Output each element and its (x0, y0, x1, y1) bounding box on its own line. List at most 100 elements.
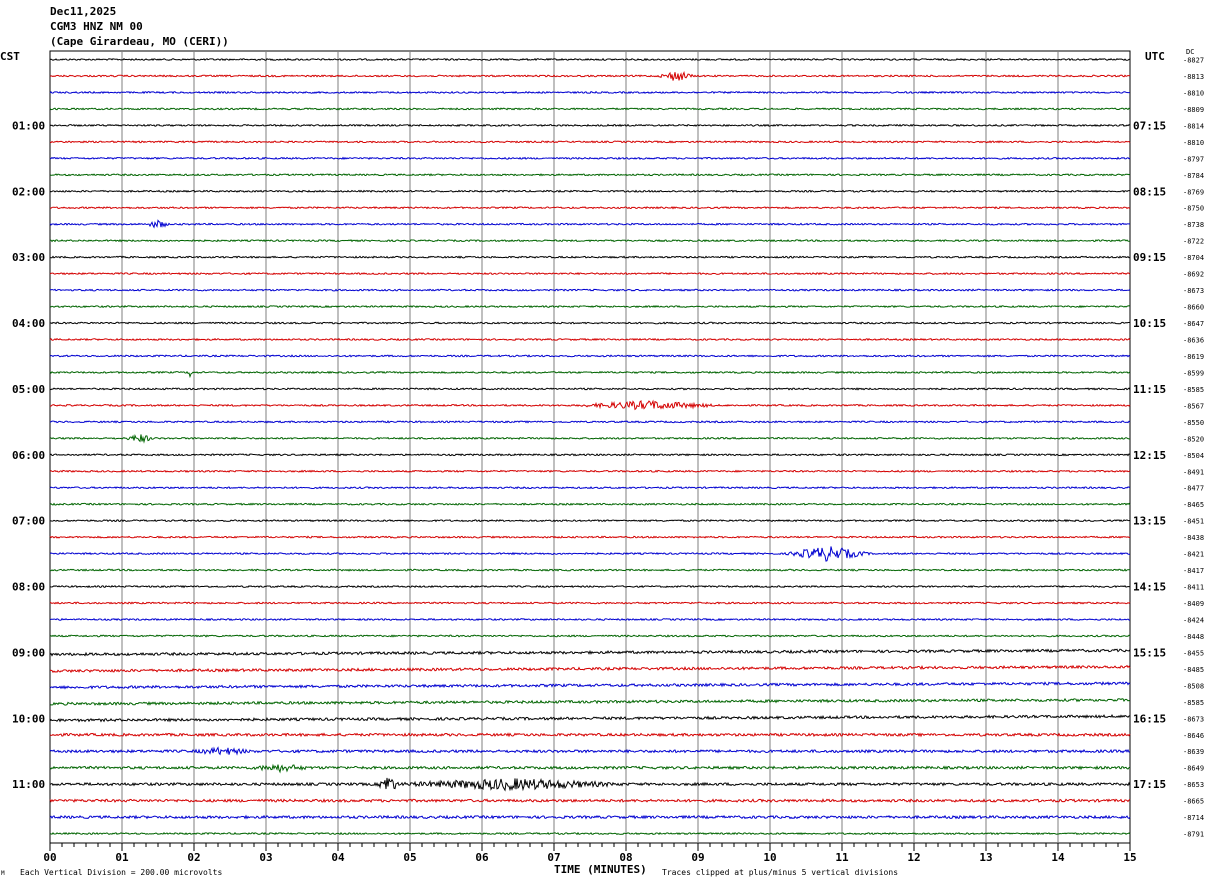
x-tick-label: 03 (259, 851, 272, 864)
trace-line (49, 648, 1131, 657)
trace-line (49, 272, 1131, 276)
utc-hour-label: 07:15 (1133, 119, 1166, 132)
dc-offset-label: -8585 (1183, 386, 1204, 394)
dc-offset-label: -8665 (1183, 798, 1204, 806)
trace-line (49, 681, 1131, 690)
utc-hour-label: 17:15 (1133, 778, 1166, 791)
dc-offset-label: -8550 (1183, 419, 1204, 427)
cst-hour-label: 02:00 (12, 185, 45, 198)
utc-hour-label: 10:15 (1133, 317, 1166, 330)
dc-offset-label: -8673 (1183, 287, 1204, 295)
cst-hour-label: 11:00 (12, 778, 45, 791)
utc-label: UTC (1145, 50, 1165, 63)
dc-offset-label: -8704 (1183, 254, 1204, 262)
x-axis-title: TIME (MINUTES) (554, 863, 647, 876)
trace-line (49, 518, 1131, 523)
trace-line (49, 239, 1131, 243)
trace-line (49, 255, 1131, 259)
dc-offset-label: -8424 (1183, 616, 1204, 624)
dc-offset-label: -8750 (1183, 205, 1204, 213)
trace-line (49, 502, 1131, 506)
dc-offset-label: -8508 (1183, 682, 1204, 690)
dc-offset-label: -8809 (1183, 106, 1204, 114)
clip-note: Traces clipped at plus/minus 5 vertical … (662, 868, 899, 877)
trace-line (49, 399, 1131, 411)
trace-line (49, 453, 1131, 457)
trace-line (49, 387, 1131, 391)
x-tick-label: 01 (115, 851, 129, 864)
cst-hour-label: 03:00 (12, 251, 45, 264)
utc-hour-label: 13:15 (1133, 515, 1166, 528)
trace-line (49, 732, 1131, 738)
utc-hour-label: 16:15 (1133, 712, 1166, 725)
dc-offset-label: -8421 (1183, 551, 1204, 559)
trace-line (49, 189, 1131, 193)
dc-offset-label: -8814 (1183, 122, 1204, 130)
trace-line (49, 140, 1131, 144)
dc-offset-label: -8520 (1183, 435, 1204, 443)
cst-hour-label: 07:00 (12, 515, 45, 528)
dc-offset-label: -8619 (1183, 353, 1204, 361)
dc-offset-label: -8769 (1183, 188, 1204, 196)
utc-hour-label: 15:15 (1133, 646, 1166, 659)
trace-line (49, 420, 1131, 424)
trace-line (49, 486, 1131, 490)
x-tick-label: 09 (691, 851, 704, 864)
dc-offset-label: -8567 (1183, 402, 1204, 410)
dc-offset-label: -8409 (1183, 600, 1204, 608)
dc-offset-label: -8791 (1183, 831, 1204, 839)
trace-line (49, 798, 1131, 804)
trace-line (49, 206, 1131, 210)
dc-offset-label: -8827 (1183, 57, 1204, 65)
dc-offset-label: -8451 (1183, 518, 1204, 526)
trace-line (49, 746, 1131, 756)
trace-line (49, 713, 1131, 723)
dc-offset-label: -8585 (1183, 699, 1204, 707)
cst-hour-label: 09:00 (12, 646, 45, 659)
dc-offset-label: -8411 (1183, 584, 1204, 592)
cst-hour-label: 05:00 (12, 383, 45, 396)
trace-line (49, 777, 1131, 792)
cst-hour-label: 08:00 (12, 581, 45, 594)
trace-line (49, 664, 1131, 674)
dc-offset-label: -8784 (1183, 172, 1204, 180)
trace-line (49, 469, 1131, 473)
dc-offset-label: -8738 (1183, 221, 1204, 229)
x-tick-label: 11 (835, 851, 849, 864)
x-tick-label: 10 (763, 851, 776, 864)
utc-hour-label: 08:15 (1133, 185, 1166, 198)
trace-line (49, 70, 1131, 81)
dc-offset-label: -8417 (1183, 567, 1204, 575)
corner-mark: M (1, 870, 5, 877)
dc-offset-label: -8649 (1183, 765, 1204, 773)
dc-offset-label: -8813 (1183, 73, 1204, 81)
trace-line (49, 173, 1131, 177)
utc-hour-label: 12:15 (1133, 449, 1166, 462)
trace-line (49, 219, 1131, 229)
trace-line (49, 337, 1131, 342)
cst-label: CST (0, 50, 20, 63)
scale-note: Each Vertical Division = 200.00 microvol… (20, 868, 223, 877)
x-tick-label: 02 (187, 851, 200, 864)
x-tick-label: 05 (403, 851, 416, 864)
dc-offset-label: -8722 (1183, 238, 1204, 246)
trace-line (49, 304, 1131, 309)
dc-offset-label: -8646 (1183, 732, 1204, 740)
trace-line (49, 288, 1131, 292)
dc-offset-label: -8810 (1183, 89, 1204, 97)
cst-hour-label: 10:00 (12, 712, 45, 725)
cst-hour-label: 06:00 (12, 449, 45, 462)
trace-line (49, 57, 1131, 62)
dc-offset-label: -8455 (1183, 649, 1204, 657)
trace-line (49, 107, 1131, 111)
dc-offset-label: -8660 (1183, 304, 1204, 312)
cst-hour-label: 04:00 (12, 317, 45, 330)
trace-line (49, 568, 1131, 572)
dc-offset-label: -8465 (1183, 501, 1204, 509)
trace-line (49, 156, 1131, 160)
dc-offset-label: -8599 (1183, 369, 1204, 377)
trace-line (49, 634, 1131, 638)
x-tick-label: 12 (907, 851, 920, 864)
trace-line (49, 321, 1131, 325)
location-label: (Cape Girardeau, MO (CERI)) (50, 35, 229, 48)
